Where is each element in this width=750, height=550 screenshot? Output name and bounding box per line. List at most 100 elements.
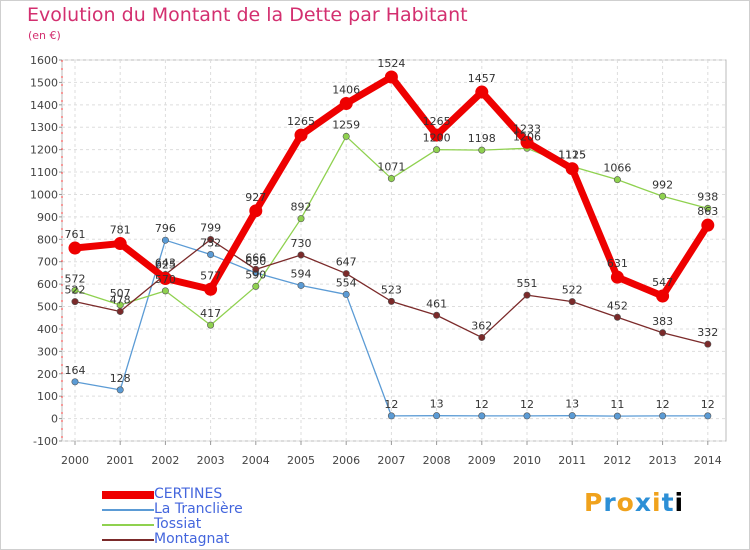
data-point xyxy=(475,85,489,99)
data-point xyxy=(613,412,621,420)
data-label: 892 xyxy=(291,201,312,214)
data-label: 1115 xyxy=(558,149,586,162)
x-tick-label: 2012 xyxy=(603,454,631,467)
y-tick-label: 800 xyxy=(37,233,58,246)
y-tick-label: 600 xyxy=(37,278,58,291)
data-point xyxy=(701,218,715,232)
data-point xyxy=(297,251,305,259)
data-label: 11 xyxy=(610,398,624,411)
data-label: 1206 xyxy=(513,130,541,143)
data-point xyxy=(704,412,712,420)
x-tick-label: 2013 xyxy=(649,454,677,467)
data-label: 551 xyxy=(517,277,538,290)
plot-area xyxy=(61,59,727,442)
y-tick-label: 1300 xyxy=(30,121,58,134)
data-label: 863 xyxy=(697,205,718,218)
data-point xyxy=(207,236,215,244)
data-label: 461 xyxy=(426,297,447,310)
data-label: 13 xyxy=(430,398,444,411)
data-label: 781 xyxy=(110,224,131,237)
legend-swatch xyxy=(102,524,154,526)
data-label: 1071 xyxy=(377,161,405,174)
data-point xyxy=(478,412,486,420)
data-point xyxy=(704,204,712,212)
data-label: 523 xyxy=(381,283,402,296)
data-point xyxy=(384,70,398,84)
y-tick-label: -100 xyxy=(33,435,58,448)
data-label: 164 xyxy=(65,364,86,377)
data-point xyxy=(158,272,172,286)
data-label: 1259 xyxy=(332,118,360,131)
x-tick-label: 2002 xyxy=(151,454,179,467)
data-point xyxy=(387,297,395,305)
data-label: 13 xyxy=(565,398,579,411)
data-label: 332 xyxy=(697,326,718,339)
data-point xyxy=(116,307,124,315)
logo-letter: i xyxy=(652,488,662,517)
data-point xyxy=(249,204,263,218)
data-label: 625 xyxy=(155,259,176,272)
logo-letter: t xyxy=(661,488,675,517)
data-point xyxy=(704,340,712,348)
data-point xyxy=(433,412,441,420)
data-label: 643 xyxy=(155,256,176,269)
legend-swatch xyxy=(102,539,154,541)
data-label: 938 xyxy=(697,190,718,203)
data-point xyxy=(613,313,621,321)
data-label: 1125 xyxy=(558,148,586,161)
data-label: 590 xyxy=(245,268,266,281)
data-label: 12 xyxy=(384,398,398,411)
data-point xyxy=(339,96,353,110)
data-point xyxy=(565,162,579,176)
data-point xyxy=(204,282,218,296)
data-label: 730 xyxy=(291,237,312,250)
data-label: 577 xyxy=(200,269,221,282)
data-label: 1198 xyxy=(468,132,496,145)
data-label: 12 xyxy=(520,398,534,411)
data-label: 128 xyxy=(110,372,131,385)
legend-label: La Tranclière xyxy=(154,501,243,517)
data-point xyxy=(161,287,169,295)
data-point xyxy=(610,270,624,284)
data-label: 12 xyxy=(701,398,715,411)
data-point xyxy=(252,282,260,290)
data-point xyxy=(387,175,395,183)
x-tick-label: 2000 xyxy=(61,454,89,467)
data-point xyxy=(430,128,444,142)
data-label: 12 xyxy=(656,398,670,411)
data-label: 631 xyxy=(607,257,628,270)
data-label: 1233 xyxy=(513,122,541,135)
data-point xyxy=(207,251,215,259)
y-tick-label: 1200 xyxy=(30,144,58,157)
data-point xyxy=(478,146,486,154)
x-tick-label: 2014 xyxy=(694,454,722,467)
data-point xyxy=(297,215,305,223)
legend-swatch xyxy=(102,509,154,511)
data-point xyxy=(113,237,127,251)
data-point xyxy=(659,329,667,337)
data-point xyxy=(387,412,395,420)
data-label: 383 xyxy=(652,315,673,328)
data-point xyxy=(433,146,441,154)
data-label: 12 xyxy=(475,398,489,411)
data-point xyxy=(68,241,82,255)
x-tick-label: 2011 xyxy=(558,454,586,467)
data-point xyxy=(659,412,667,420)
data-point xyxy=(71,286,79,294)
x-tick-label: 2004 xyxy=(242,454,270,467)
data-label: 1524 xyxy=(377,57,405,70)
data-label: 1200 xyxy=(423,132,451,145)
data-point xyxy=(478,333,486,341)
data-point xyxy=(613,176,621,184)
y-tick-label: 700 xyxy=(37,256,58,269)
y-tick-label: 1400 xyxy=(30,99,58,112)
legend-label: CERTINES xyxy=(154,486,223,502)
y-tick-label: 1100 xyxy=(30,166,58,179)
x-tick-label: 2007 xyxy=(377,454,405,467)
data-point xyxy=(523,412,531,420)
proxiti-logo: Proxiti xyxy=(584,488,684,517)
chart-title: Evolution du Montant de la Dette par Hab… xyxy=(27,4,468,26)
data-point xyxy=(71,378,79,386)
legend-label: Montagnat xyxy=(154,531,230,547)
